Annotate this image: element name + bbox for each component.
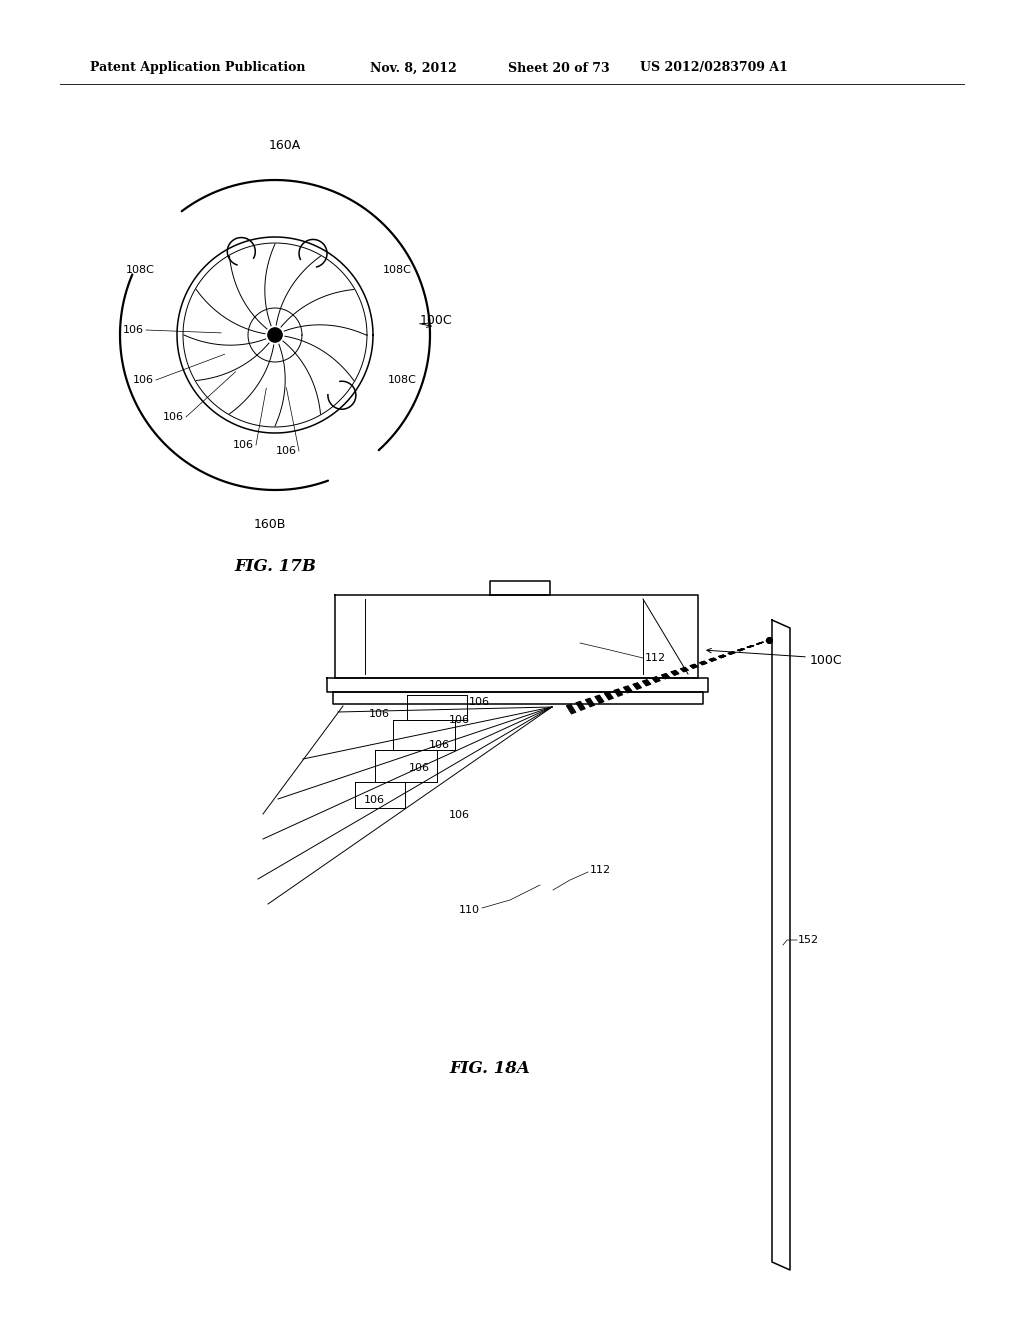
Text: 152: 152 (798, 935, 819, 945)
Text: 100C: 100C (810, 653, 843, 667)
Text: FIG. 17B: FIG. 17B (234, 558, 316, 576)
Text: 112: 112 (645, 653, 667, 663)
Text: Patent Application Publication: Patent Application Publication (90, 62, 305, 74)
Text: 106: 106 (449, 715, 470, 725)
Text: 106: 106 (163, 412, 184, 422)
Text: 106: 106 (429, 741, 450, 750)
Text: 106: 106 (409, 763, 430, 774)
Text: FIG. 18A: FIG. 18A (450, 1060, 530, 1077)
Text: 112: 112 (590, 865, 611, 875)
Text: 106: 106 (233, 440, 254, 450)
Text: 106: 106 (469, 697, 490, 708)
Circle shape (268, 327, 282, 342)
Text: 108C: 108C (126, 265, 155, 275)
Text: Sheet 20 of 73: Sheet 20 of 73 (508, 62, 609, 74)
Text: 106: 106 (364, 795, 385, 805)
Text: US 2012/0283709 A1: US 2012/0283709 A1 (640, 62, 787, 74)
Text: 160B: 160B (254, 517, 286, 531)
Text: 106: 106 (449, 810, 470, 820)
Text: 110: 110 (459, 906, 480, 915)
Text: 108C: 108C (383, 265, 412, 275)
Text: Nov. 8, 2012: Nov. 8, 2012 (370, 62, 457, 74)
Text: 106: 106 (276, 446, 297, 455)
Text: 106: 106 (369, 709, 390, 719)
Text: 160A: 160A (269, 139, 301, 152)
Text: 106: 106 (133, 375, 154, 385)
Text: 108C: 108C (388, 375, 417, 385)
Text: 100C: 100C (420, 314, 453, 326)
Text: 106: 106 (123, 325, 144, 335)
